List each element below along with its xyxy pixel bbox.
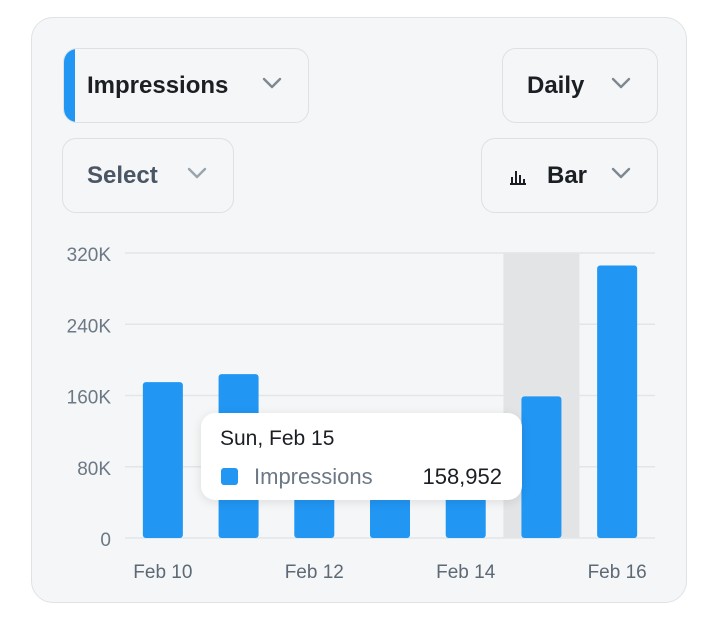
tooltip-date: Sun, Feb 15	[220, 427, 335, 450]
x-tick-label: Feb 16	[588, 562, 647, 583]
chevron-down-icon	[611, 77, 631, 88]
compare-dropdown[interactable]: Select	[62, 138, 234, 213]
compare-label: Select	[87, 161, 158, 189]
y-tick-label: 80K	[77, 459, 111, 480]
metric-label: Impressions	[87, 71, 229, 99]
bar-feb-16	[597, 265, 638, 538]
chevron-down-icon	[187, 167, 207, 178]
x-tick-label: Feb 10	[133, 562, 192, 583]
metric-dropdown[interactable]: Impressions	[63, 48, 309, 123]
x-tick-label: Feb 12	[285, 562, 344, 583]
y-tick-label: 240K	[67, 316, 112, 337]
bar-feb-15	[521, 396, 562, 538]
chevron-down-icon	[611, 167, 631, 178]
bar-feb-14	[445, 493, 486, 538]
bar-chart-icon	[510, 171, 526, 185]
period-label: Daily	[527, 71, 585, 99]
x-tick-label: Feb 14	[436, 562, 496, 583]
chart-type-dropdown[interactable]: Bar	[481, 138, 658, 213]
tooltip-series-name: Impressions	[254, 464, 373, 489]
period-dropdown[interactable]: Daily	[502, 48, 658, 123]
chart-type-label: Bar	[547, 161, 588, 189]
y-tick-label: 320K	[67, 245, 112, 266]
bar-feb-13	[370, 497, 410, 538]
bar-feb-12	[294, 489, 335, 538]
chevron-down-icon	[262, 77, 282, 88]
y-tick-label: 160K	[67, 388, 112, 409]
metric-accent	[64, 49, 75, 122]
chart-tooltip: Sun, Feb 15 Impressions 158,952	[201, 413, 522, 500]
y-tick-label: 0	[100, 530, 111, 551]
bar-feb-10	[142, 382, 183, 538]
tooltip-series-swatch	[221, 468, 238, 485]
tooltip-value: 158,952	[422, 464, 502, 489]
